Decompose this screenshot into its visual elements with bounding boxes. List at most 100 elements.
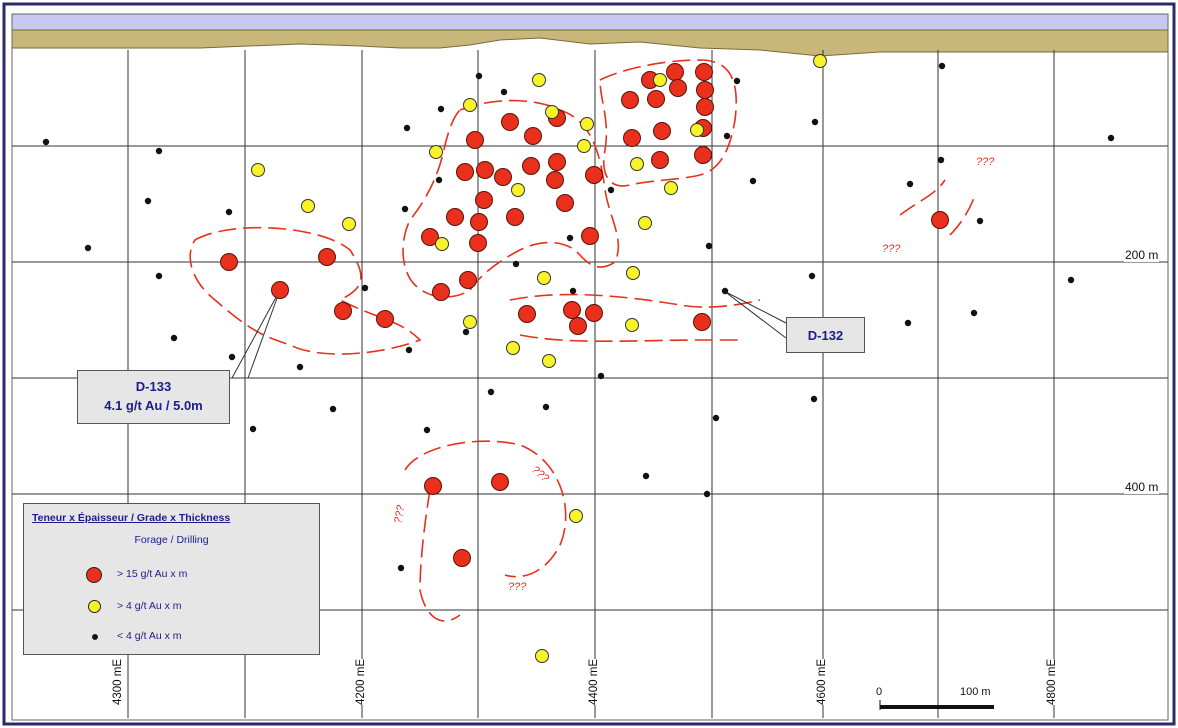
drillhole-mid-grade (580, 117, 594, 131)
drillhole-points (42, 54, 1115, 663)
drillhole-high-grade (456, 163, 474, 181)
drillhole-high-grade (669, 79, 687, 97)
drillhole-low-grade (225, 208, 233, 216)
drillhole-high-grade (694, 146, 712, 164)
drillhole-mid-grade (463, 315, 477, 329)
drillhole-high-grade (666, 63, 684, 81)
drillhole-mid-grade (626, 266, 640, 280)
drillhole-mid-grade (532, 73, 546, 87)
zone-outline-south (404, 440, 567, 622)
drillhole-low-grade (810, 395, 818, 403)
legend: Teneur x Épaisseur / Grade x Thickness F… (23, 503, 320, 655)
drillhole-high-grade (931, 211, 949, 229)
drillhole-low-grade (607, 186, 615, 194)
drillhole-mid-grade (435, 237, 449, 251)
easting-label-1: 4300 mE (112, 658, 124, 705)
drillhole-low-grade (705, 242, 713, 250)
drillhole-high-grade (696, 98, 714, 116)
drillhole-mid-grade (301, 199, 315, 213)
drillhole-low-grade (811, 118, 819, 126)
drillhole-high-grade (501, 113, 519, 131)
drillhole-low-grade (329, 405, 337, 413)
drillhole-low-grade (144, 197, 152, 205)
drillhole-high-grade (476, 161, 494, 179)
drillhole-high-grade (421, 228, 439, 246)
drillhole-low-grade (542, 403, 550, 411)
drillhole-low-grade (512, 260, 520, 268)
callout-d133-hole-id: D-133 (135, 379, 172, 394)
drillhole-low-grade (749, 177, 757, 185)
drillhole-low-grade (906, 180, 914, 188)
drillhole-mid-grade (630, 157, 644, 171)
easting-label-3: 4400 mE (588, 658, 600, 705)
drillhole-low-grade (597, 372, 605, 380)
zone-outline-lower-east (509, 293, 761, 343)
drillhole-mid-grade (537, 271, 551, 285)
legend-symbol-mid-grade (88, 600, 101, 613)
drillhole-high-grade (585, 166, 603, 184)
drillhole-high-grade (424, 477, 442, 495)
uncertain-label-1: ??? (976, 156, 995, 168)
drillhole-low-grade (462, 328, 470, 336)
drillhole-low-grade (296, 363, 304, 371)
drillhole-low-grade (938, 62, 946, 70)
drillhole-low-grade (721, 287, 729, 295)
drillhole-mid-grade (625, 318, 639, 332)
easting-label-2: 4200 mE (355, 658, 367, 705)
callout-d133-intercept: 4.1 g/t Au / 5.0m (104, 398, 203, 413)
topographic-surface (11, 29, 1169, 57)
drillhole-low-grade (808, 272, 816, 280)
drillhole-low-grade (84, 244, 92, 252)
drillhole-low-grade (487, 388, 495, 396)
drillhole-high-grade (446, 208, 464, 226)
depth-label-200m: 200 m (1124, 248, 1160, 262)
drillhole-mid-grade (577, 139, 591, 153)
drillhole-low-grade (361, 284, 369, 292)
drillhole-low-grade (937, 156, 945, 164)
zone-outline-far-east (899, 179, 976, 236)
uncertain-label-5: ??? (508, 581, 527, 593)
drillhole-low-grade (1067, 276, 1075, 284)
drillhole-low-grade (703, 490, 711, 498)
zone-outline-northeast (599, 59, 737, 187)
drillhole-high-grade (585, 304, 603, 322)
drillhole-low-grade (155, 272, 163, 280)
easting-label-5: 4800 mE (1046, 658, 1058, 705)
drillhole-mid-grade (664, 181, 678, 195)
scale-bar-zero: 0 (876, 686, 883, 698)
drillhole-high-grade (651, 151, 669, 169)
drillhole-mid-grade (569, 509, 583, 523)
drillhole-low-grade (569, 287, 577, 295)
drillhole-high-grade (494, 168, 512, 186)
drillhole-low-grade (403, 124, 411, 132)
depth-label-400m: 400 m (1124, 480, 1160, 494)
drillhole-high-grade (546, 171, 564, 189)
legend-symbol-high-grade (86, 567, 102, 583)
drillhole-low-grade (437, 105, 445, 113)
drillhole-high-grade (470, 213, 488, 231)
drillhole-high-grade (524, 127, 542, 145)
drillhole-mid-grade (813, 54, 827, 68)
drillhole-high-grade (696, 81, 714, 99)
drillhole-high-grade (623, 129, 641, 147)
drillhole-high-grade (506, 208, 524, 226)
drillhole-low-grade (475, 72, 483, 80)
drillhole-mid-grade (251, 163, 265, 177)
drillhole-high-grade (522, 157, 540, 175)
drillhole-low-grade (228, 353, 236, 361)
legend-title: Teneur x Épaisseur / Grade x Thickness (32, 512, 231, 524)
drillhole-high-grade (491, 473, 509, 491)
uncertain-annotations: ??? ??? ??? ??? ??? (392, 156, 995, 593)
drillhole-low-grade (642, 472, 650, 480)
drillhole-high-grade (334, 302, 352, 320)
drillhole-low-grade (401, 205, 409, 213)
drillhole-low-grade (170, 334, 178, 342)
drillhole-high-grade (695, 63, 713, 81)
drillhole-mid-grade (506, 341, 520, 355)
drillhole-mid-grade (342, 217, 356, 231)
drillhole-low-grade (723, 132, 731, 140)
legend-label-mid-grade: > 4 g/t Au x m (117, 600, 182, 612)
drillhole-low-grade (712, 414, 720, 422)
drillhole-high-grade (581, 227, 599, 245)
drillhole-low-grade (1107, 134, 1115, 142)
